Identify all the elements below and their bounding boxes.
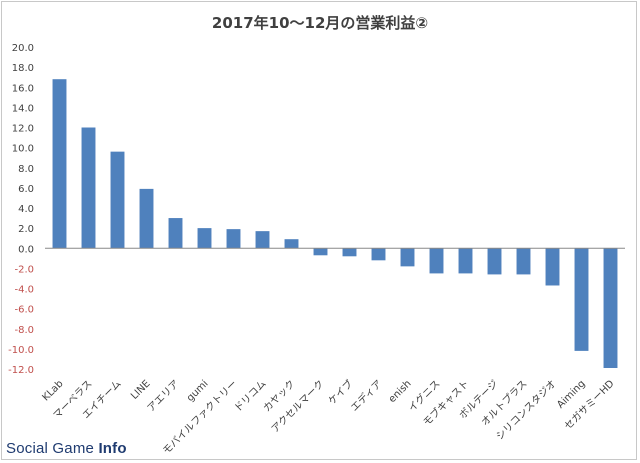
y-tick-label: 4.0 <box>18 204 34 215</box>
x-tick-label: エディア <box>348 377 385 414</box>
bar <box>81 127 96 249</box>
bar <box>226 229 241 249</box>
x-tick-label: セガサミーHD <box>562 377 617 432</box>
y-tick-label: -4.0 <box>14 285 34 296</box>
y-tick-label: 10.0 <box>12 144 34 155</box>
brand-text: Social Game <box>6 440 99 457</box>
bar <box>168 218 183 249</box>
x-tick-label: ケイブ <box>325 377 355 407</box>
bar <box>516 248 531 275</box>
y-tick-label: 0.0 <box>18 244 34 255</box>
y-tick-label: 16.0 <box>12 83 34 94</box>
bar <box>342 248 357 257</box>
y-tick-label: -12.0 <box>8 365 34 376</box>
x-tick-label: gumi <box>185 378 211 404</box>
y-tick-label: 18.0 <box>12 63 34 74</box>
bar <box>458 248 473 274</box>
bar <box>52 79 67 249</box>
bar <box>197 228 212 249</box>
chart-title: 2017年10〜12月の営業利益② <box>211 14 429 32</box>
y-axis: 20.0 18.0 16.0 14.0 12.0 10.0 8.0 6.0 4.0 2.0 0.0 -… <box>8 43 34 376</box>
bar <box>574 248 589 351</box>
y-tick-label: 8.0 <box>18 164 34 175</box>
bar <box>429 248 444 274</box>
bar <box>400 248 415 267</box>
bar <box>139 188 154 249</box>
bar <box>603 248 618 368</box>
y-tick-label: -6.0 <box>14 305 34 316</box>
x-tick-label: KLab <box>40 378 65 403</box>
y-tick-label: 6.0 <box>18 184 34 195</box>
y-tick-label: 2.0 <box>18 224 34 235</box>
brand-text-strong: Info <box>98 440 127 457</box>
x-tick-label: アエリア <box>146 378 182 414</box>
bar <box>487 248 502 275</box>
bar <box>313 248 328 256</box>
bar <box>371 248 386 261</box>
x-tick-label: enish <box>387 378 414 405</box>
bars-group <box>52 79 618 368</box>
y-tick-label: 12.0 <box>12 124 34 135</box>
bar <box>284 239 299 249</box>
brand-watermark: Social Game Info <box>6 440 127 457</box>
y-tick-label: 14.0 <box>12 103 34 114</box>
bar <box>255 231 270 249</box>
y-tick-label: -2.0 <box>14 264 34 275</box>
y-tick-label: -10.0 <box>8 345 34 356</box>
y-tick-label: 20.0 <box>12 43 34 54</box>
y-tick-label: -8.0 <box>14 325 34 336</box>
x-tick-label: LINE <box>129 378 153 402</box>
x-tick-label: アクセルマーク <box>269 378 327 436</box>
bar <box>545 248 560 286</box>
bar <box>110 151 125 249</box>
